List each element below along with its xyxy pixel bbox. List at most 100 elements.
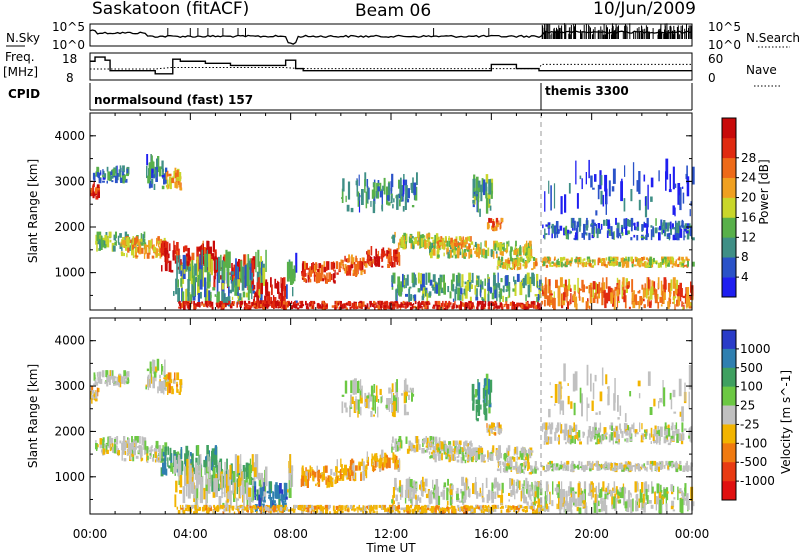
echo-cell-26 bbox=[675, 184, 676, 188]
echo-cell-23 bbox=[679, 283, 682, 295]
echo-cell-18 bbox=[487, 222, 490, 229]
echo-cell-21 bbox=[481, 288, 484, 290]
echo-cell-23 bbox=[589, 306, 591, 309]
echo-cell-24 bbox=[566, 262, 568, 265]
echo-cell-15 bbox=[510, 251, 512, 257]
echo-cell-18 bbox=[488, 218, 490, 223]
echo-cell-17 bbox=[488, 379, 490, 395]
echo-cell-9 bbox=[278, 292, 279, 299]
echo-cell-15 bbox=[477, 244, 479, 250]
echo-cell-23 bbox=[549, 286, 550, 293]
echo-cell-8 bbox=[229, 465, 231, 480]
echo-cell-10 bbox=[294, 266, 296, 282]
echo-cell-8 bbox=[188, 267, 191, 272]
echo-cell-16 bbox=[439, 242, 441, 246]
echo-cell-17 bbox=[472, 384, 475, 401]
echo-cell-25 bbox=[668, 225, 670, 228]
echo-cell-15 bbox=[448, 457, 450, 460]
echo-cell-20 bbox=[408, 391, 411, 393]
echo-cell-26 bbox=[683, 193, 685, 204]
echo-cell-17 bbox=[483, 179, 485, 195]
echo-cell-23 bbox=[622, 287, 624, 291]
echo-cell-26 bbox=[561, 196, 563, 214]
echo-cell-22 bbox=[301, 301, 303, 306]
echo-cell-24 bbox=[609, 264, 610, 266]
echo-cell-22 bbox=[474, 306, 475, 309]
echo-cell-22 bbox=[194, 305, 196, 310]
echo-cell-5 bbox=[179, 379, 182, 385]
echo-cell-24 bbox=[584, 264, 586, 267]
echo-cell-15 bbox=[441, 453, 443, 461]
noise-right-tick-bottom: 10^0 bbox=[708, 38, 741, 52]
echo-cell-21 bbox=[510, 490, 512, 497]
echo-cell-24 bbox=[658, 263, 660, 268]
echo-cell-15 bbox=[482, 249, 485, 255]
echo-cell-5 bbox=[171, 178, 174, 183]
echo-cell-3 bbox=[133, 249, 135, 258]
echo-cell-3 bbox=[158, 241, 160, 244]
echo-cell-8 bbox=[177, 507, 179, 510]
echo-cell-8 bbox=[224, 475, 226, 497]
echo-cell-22 bbox=[248, 301, 250, 304]
echo-cell-20 bbox=[392, 383, 394, 392]
nave-label: Nave bbox=[746, 63, 777, 77]
echo-cell-12 bbox=[363, 472, 365, 481]
echo-cell-8 bbox=[213, 492, 216, 498]
echo-cell-21 bbox=[459, 295, 461, 301]
echo-cell-2 bbox=[101, 236, 103, 244]
echo-cell-14 bbox=[416, 444, 418, 452]
echo-cell-21 bbox=[435, 490, 437, 500]
echo-cell-17 bbox=[476, 400, 478, 405]
echo-cell-8 bbox=[243, 292, 245, 298]
echo-cell-8 bbox=[179, 490, 182, 494]
echo-cell-21 bbox=[447, 479, 449, 486]
echo-cell-21 bbox=[461, 477, 464, 486]
echo-cell-1 bbox=[112, 376, 115, 383]
echo-cell-25 bbox=[575, 232, 578, 239]
echo-cell-21 bbox=[494, 478, 497, 488]
echo-cell-21 bbox=[412, 273, 414, 283]
echo-cell-23 bbox=[544, 285, 547, 299]
echo-cell-2 bbox=[107, 236, 108, 240]
echo-cell-21 bbox=[519, 282, 522, 295]
echo-cell-23 bbox=[650, 289, 653, 300]
echo-cell-12 bbox=[351, 264, 354, 268]
echo-cell-24 bbox=[569, 261, 572, 263]
echo-cell-22 bbox=[496, 304, 497, 308]
echo-cell-19 bbox=[530, 466, 533, 469]
echo-cell-4 bbox=[161, 161, 163, 170]
echo-cell-25 bbox=[542, 225, 544, 229]
echo-cell-14 bbox=[410, 446, 413, 449]
echo-cell-8 bbox=[231, 281, 234, 292]
echo-cell-22 bbox=[178, 302, 179, 304]
echo-cell-12 bbox=[355, 465, 358, 471]
echo-cell-13 bbox=[386, 455, 388, 457]
echo-cell-20 bbox=[367, 188, 369, 203]
echo-cell-8 bbox=[207, 270, 210, 289]
echo-cell-19 bbox=[497, 260, 500, 265]
echo-cell-14 bbox=[419, 444, 421, 450]
echo-cell-25 bbox=[627, 219, 629, 226]
echo-cell-21 bbox=[515, 284, 517, 296]
echo-cell-25 bbox=[591, 223, 593, 225]
echo-cell-26 bbox=[603, 195, 605, 207]
echo-cell-20 bbox=[401, 393, 403, 396]
echo-cell-17 bbox=[489, 199, 491, 204]
echo-cell-26 bbox=[670, 174, 672, 191]
echo-cell-22 bbox=[297, 303, 299, 306]
echo-cell-18 bbox=[500, 223, 502, 230]
echo-cell-26 bbox=[679, 195, 682, 204]
echo-cell-2 bbox=[117, 450, 120, 455]
echo-cell-21 bbox=[408, 289, 410, 302]
echo-cell-23 bbox=[647, 277, 648, 289]
echo-cell-23 bbox=[647, 300, 648, 307]
echo-cell-5 bbox=[173, 171, 174, 178]
echo-cell-22 bbox=[332, 305, 335, 308]
echo-cell-15 bbox=[462, 249, 463, 255]
echo-cell-11 bbox=[317, 269, 319, 272]
echo-cell-20 bbox=[370, 201, 371, 207]
echo-cell-19 bbox=[517, 267, 520, 270]
echo-cell-21 bbox=[393, 487, 395, 498]
echo-cell-24 bbox=[601, 263, 603, 266]
echo-cell-1 bbox=[102, 370, 105, 377]
